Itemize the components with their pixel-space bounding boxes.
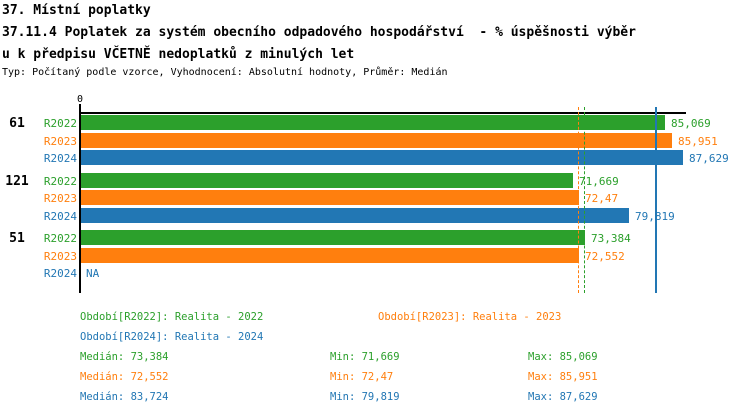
group-label: 51	[9, 231, 25, 246]
report-meta: Typ: Počítaný podle vzorce, Vyhodnocení:…	[2, 67, 448, 78]
group-label: 61	[9, 116, 25, 131]
report-title-line2: u k předpisu VČETNĚ nedoplatků z minulýc…	[2, 47, 355, 62]
row-label-r2024: R2024	[43, 210, 77, 223]
median-line-r2024	[655, 107, 657, 293]
bar-value-label: 72,47	[585, 192, 619, 205]
bar-value-label: 72,552	[585, 250, 625, 263]
bar-r2022	[81, 173, 573, 188]
stat-median-r2024: Medián: 83,724	[80, 391, 169, 403]
stat-min-r2023: Min: 72,47	[330, 371, 394, 383]
row-label-r2022: R2022	[43, 232, 77, 245]
row-label-r2022: R2022	[43, 175, 77, 188]
bar-value-label: 85,069	[671, 117, 711, 130]
stat-median-r2023: Medián: 72,552	[80, 371, 169, 383]
bar-value-label: 71,669	[579, 175, 619, 188]
bar-r2022	[81, 115, 665, 130]
stat-min-r2024: Min: 79,819	[330, 391, 400, 403]
row-label-r2024: R2024	[43, 152, 77, 165]
row-label-r2022: R2022	[43, 117, 77, 130]
bar-value-label: 87,629	[689, 152, 729, 165]
row-label-r2023: R2023	[43, 135, 77, 148]
bar-r2022	[81, 230, 585, 245]
legend-item-r2022: Období[R2022]: Realita - 2022	[80, 311, 264, 323]
x-axis-line	[80, 112, 686, 114]
axis-zero-label: 0	[76, 94, 84, 105]
stat-max-r2023: Max: 85,951	[528, 371, 598, 383]
legend-item-r2023: Období[R2023]: Realita - 2023	[378, 311, 562, 323]
bar-r2023	[81, 133, 672, 148]
bar-r2024	[81, 208, 629, 223]
stat-max-r2022: Max: 85,069	[528, 351, 598, 363]
bar-r2023	[81, 248, 579, 263]
row-label-r2023: R2023	[43, 192, 77, 205]
bar-value-label: NA	[86, 267, 100, 280]
bar-value-label: 79,819	[635, 210, 675, 223]
legend-item-r2024: Období[R2024]: Realita - 2024	[80, 331, 264, 343]
bar-value-label: 85,951	[678, 135, 718, 148]
bar-r2023	[81, 190, 579, 205]
y-axis-line	[79, 112, 81, 293]
report-title-line1: 37.11.4 Poplatek za systém obecního odpa…	[2, 25, 636, 40]
median-line-r2022	[584, 107, 585, 293]
bar-r2024	[81, 150, 683, 165]
stat-min-r2022: Min: 71,669	[330, 351, 400, 363]
row-label-r2024: R2024	[43, 267, 77, 280]
median-line-r2023	[578, 107, 579, 293]
stat-median-r2022: Medián: 73,384	[80, 351, 169, 363]
stat-max-r2024: Max: 87,629	[528, 391, 598, 403]
row-label-r2023: R2023	[43, 250, 77, 263]
group-label: 121	[5, 173, 29, 189]
bar-value-label: 73,384	[591, 232, 631, 245]
axis-zero-tick	[79, 104, 81, 112]
report-section-number: 37. Místní poplatky	[2, 3, 151, 18]
